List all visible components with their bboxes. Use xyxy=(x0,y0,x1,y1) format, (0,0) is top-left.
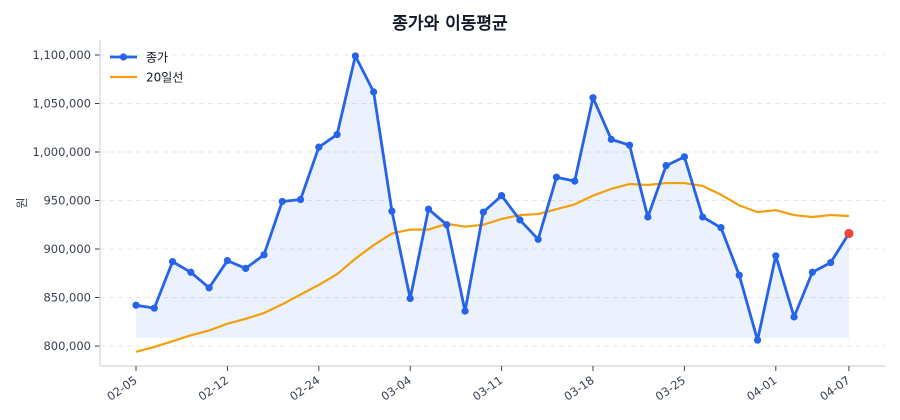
close-data-point xyxy=(223,257,231,265)
close-data-point xyxy=(735,271,743,279)
close-data-point xyxy=(205,284,213,292)
legend-label: 종가 xyxy=(146,51,168,65)
x-tick-label: 04-07 xyxy=(817,373,852,404)
close-data-point xyxy=(571,177,579,185)
y-tick-label: 800,000 xyxy=(43,339,91,353)
x-tick-label: 03-04 xyxy=(379,373,414,404)
x-tick-label: 02-05 xyxy=(104,373,139,404)
close-data-point xyxy=(808,268,816,276)
close-data-point xyxy=(406,294,414,303)
y-tick-label: 1,100,000 xyxy=(32,48,91,62)
close-data-point xyxy=(717,224,725,232)
legend-label: 20일선 xyxy=(146,71,183,85)
legend-marker xyxy=(119,53,128,61)
close-data-point xyxy=(827,258,835,267)
x-tick-label: 02-24 xyxy=(287,373,322,404)
close-data-point xyxy=(699,213,707,221)
close-data-point xyxy=(790,313,798,321)
close-data-point xyxy=(534,235,542,243)
y-tick-label: 1,000,000 xyxy=(32,145,91,159)
ma20-line xyxy=(135,181,849,353)
close-data-point xyxy=(443,221,451,229)
close-data-point xyxy=(260,251,268,259)
close-data-point xyxy=(662,161,670,170)
close-data-point xyxy=(351,52,359,60)
close-data-point xyxy=(753,336,762,344)
close-fill-area xyxy=(136,55,849,341)
last-close-point xyxy=(844,228,854,239)
close-data-point xyxy=(516,216,524,224)
y-tick-label: 850,000 xyxy=(43,291,91,305)
close-data-point xyxy=(644,213,652,221)
close-data-point xyxy=(296,195,305,204)
chart-title: 종가와 이동평균 xyxy=(392,14,508,34)
y-tick-label: 1,050,000 xyxy=(32,97,91,111)
close-data-point xyxy=(607,135,615,143)
close-data-point xyxy=(278,197,286,206)
close-data-point xyxy=(150,304,158,312)
close-data-point xyxy=(370,88,378,96)
y-axis-label: 원 xyxy=(15,197,29,208)
close-data-point xyxy=(680,153,689,161)
close-data-point xyxy=(388,207,396,215)
x-tick-label: 03-11 xyxy=(470,373,505,404)
y-tick-label: 950,000 xyxy=(43,194,91,208)
close-data-point xyxy=(772,252,780,260)
close-data-point xyxy=(168,258,177,266)
close-data-point xyxy=(315,143,323,151)
close-data-point xyxy=(187,268,195,276)
x-tick-label: 03-18 xyxy=(561,373,596,404)
close-data-point xyxy=(333,130,341,139)
x-tick-label: 04-01 xyxy=(744,373,779,404)
close-data-point xyxy=(461,307,469,315)
close-data-point xyxy=(589,94,597,102)
close-data-point xyxy=(625,141,634,149)
x-tick-label: 03-25 xyxy=(653,373,688,404)
close-data-point xyxy=(424,205,433,213)
y-tick-label: 900,000 xyxy=(43,242,91,256)
close-data-point xyxy=(552,173,561,181)
close-data-point xyxy=(242,264,250,272)
close-data-point xyxy=(479,208,487,216)
x-tick-label: 02-12 xyxy=(196,373,231,404)
close-data-point xyxy=(498,192,506,200)
close-data-point xyxy=(132,301,140,309)
close-price-line xyxy=(135,54,851,342)
